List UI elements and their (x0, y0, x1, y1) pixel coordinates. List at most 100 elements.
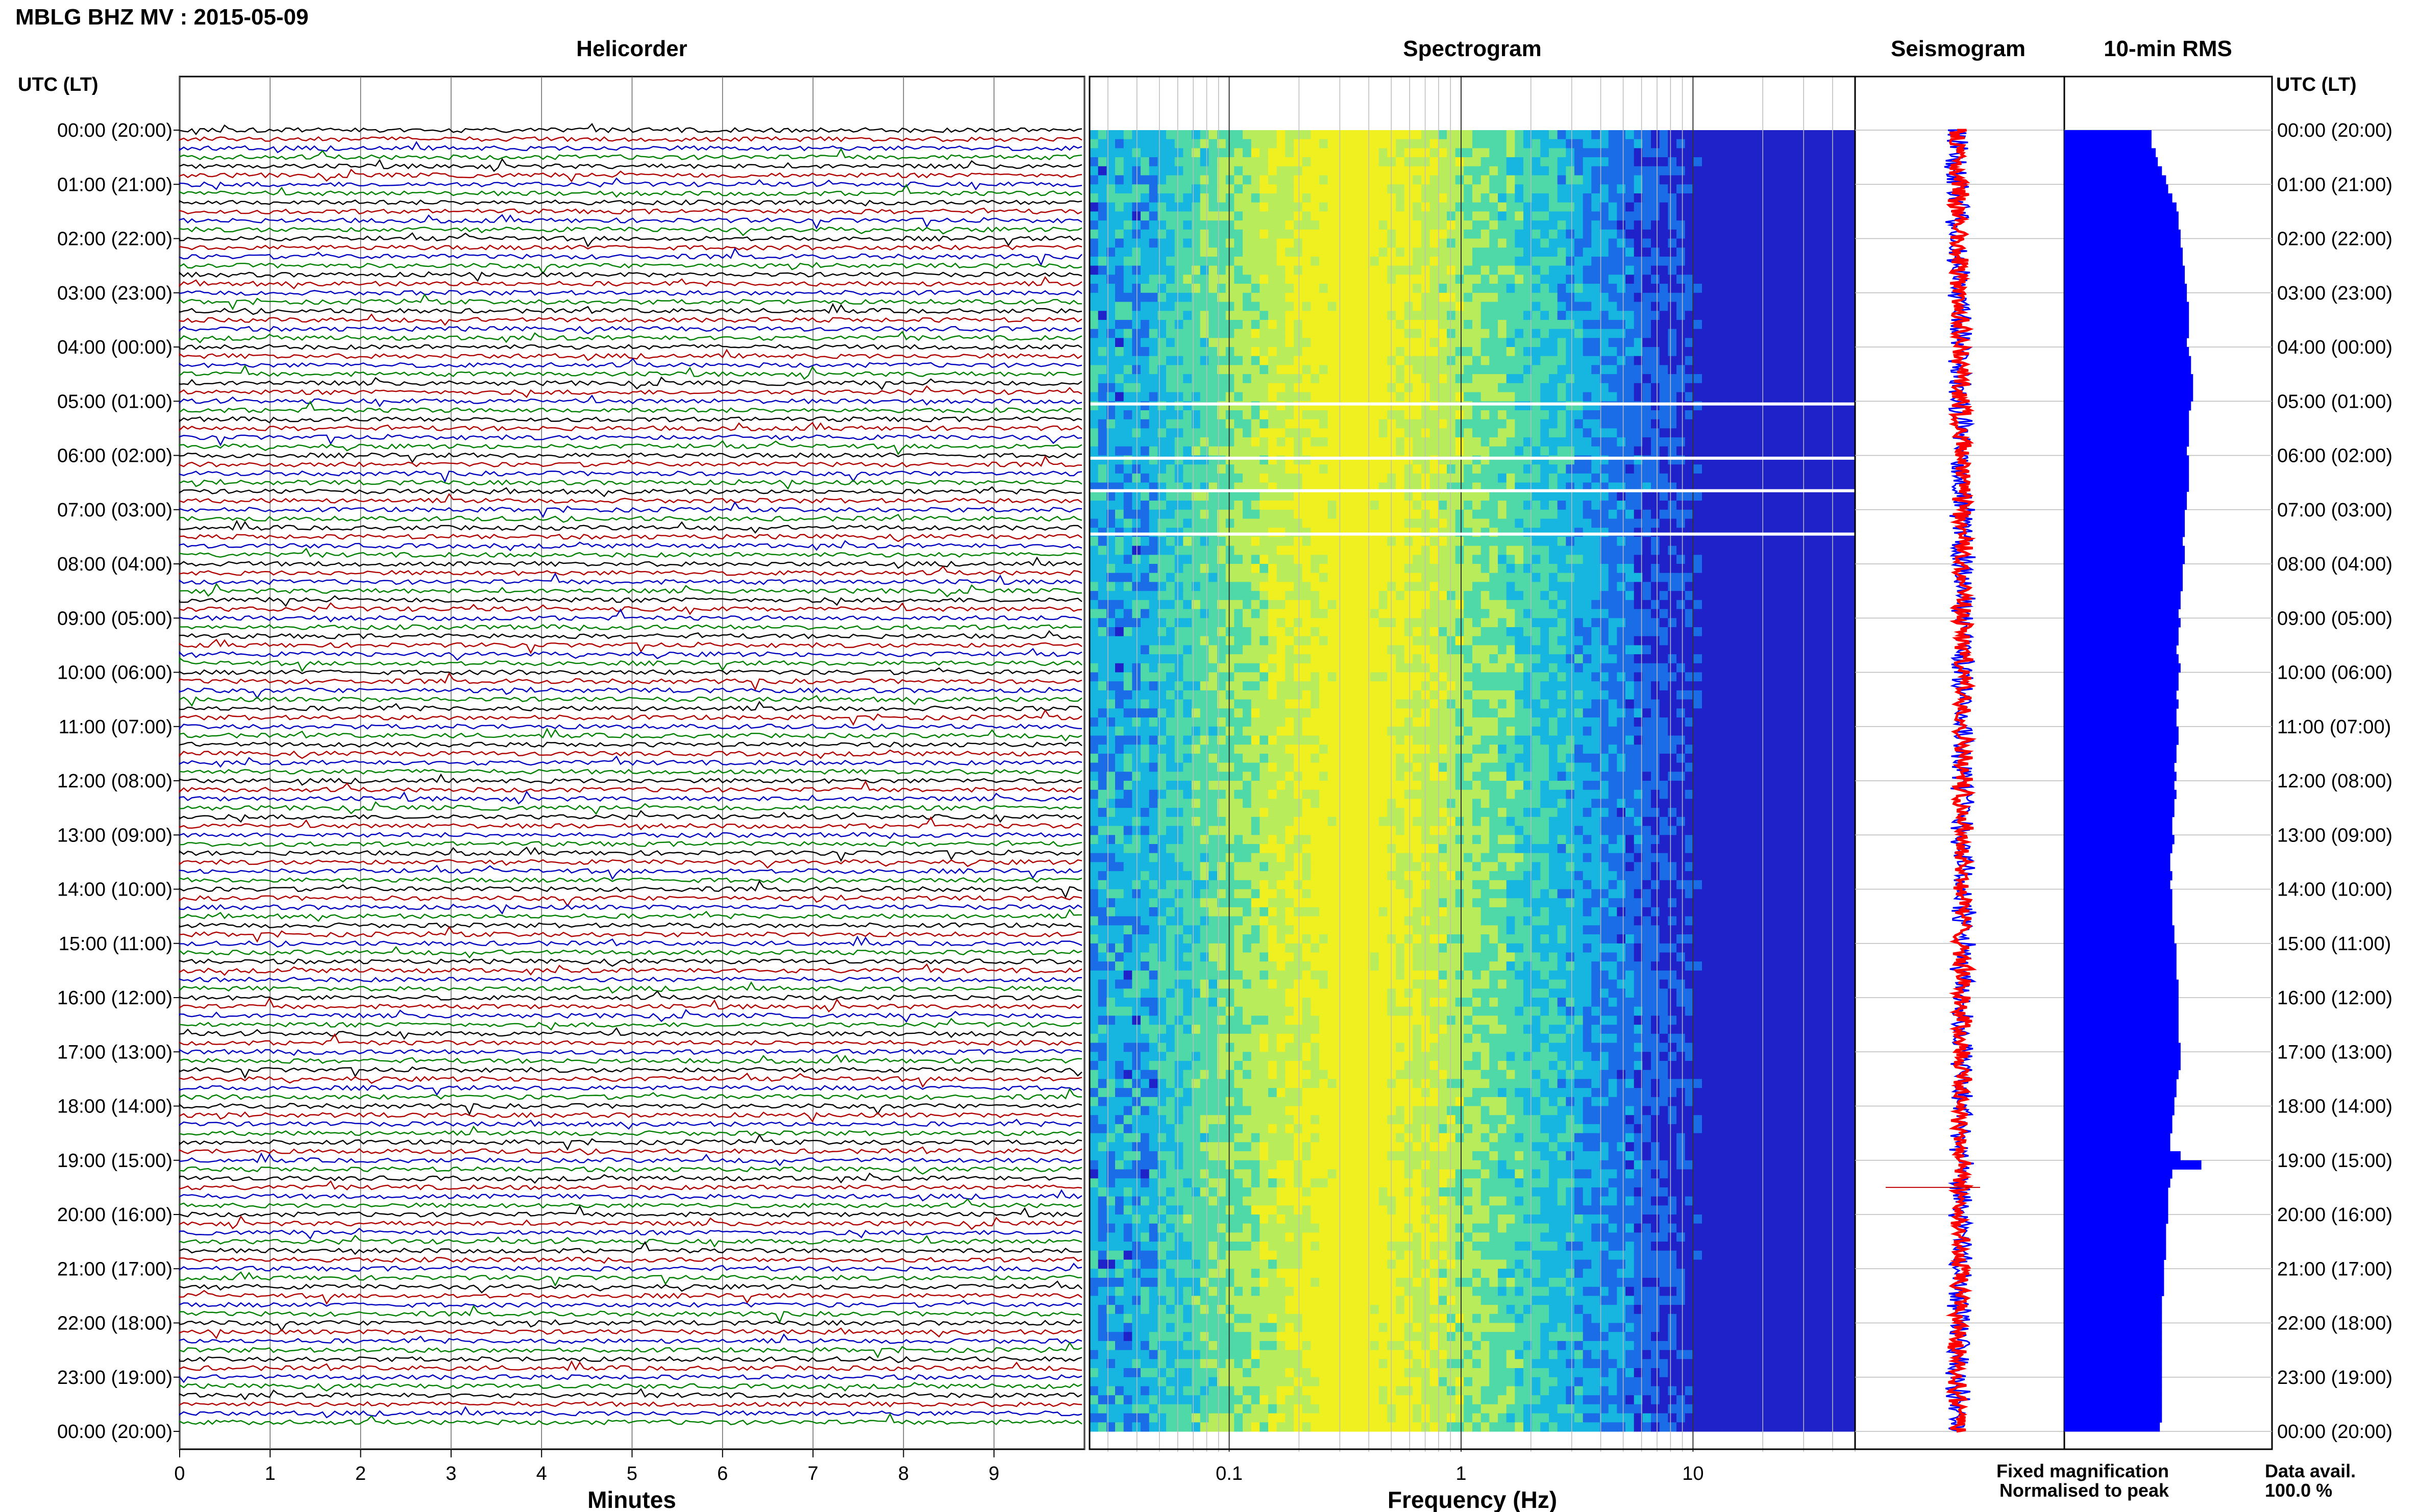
spectrogram-cell (1634, 275, 1643, 284)
spectrogram-cell (1345, 329, 1354, 338)
spectrogram-cell (1515, 383, 1524, 393)
spectrogram-cell (1830, 437, 1839, 447)
spectrogram-cell (1319, 275, 1328, 284)
spectrogram-cell (1540, 356, 1549, 365)
spectrogram-cell (1353, 211, 1363, 221)
spectrogram-cell (1489, 446, 1498, 456)
spectrogram-cell (1396, 582, 1405, 591)
spectrogram-cell (1362, 256, 1371, 266)
spectrogram-cell (1617, 265, 1626, 275)
spectrogram-cell (1370, 555, 1379, 564)
spectrogram-cell (1600, 148, 1609, 158)
spectrogram-cell (1260, 202, 1269, 212)
spectrogram-cell (1540, 518, 1549, 528)
spectrogram-cell (1761, 347, 1771, 357)
spectrogram-cell (1804, 392, 1813, 402)
spectrogram-cell (1693, 338, 1702, 348)
spectrogram-cell (1736, 166, 1745, 176)
spectrogram-cell (1208, 347, 1218, 357)
spectrogram-cell (1846, 573, 1856, 582)
spectrogram-cell (1744, 509, 1754, 519)
spectrogram-cell (1413, 184, 1422, 194)
spectrogram-cell (1523, 365, 1533, 375)
spectrogram-cell (1515, 609, 1524, 618)
spectrogram-cell (1396, 220, 1405, 230)
spectrogram-cell (1353, 536, 1363, 547)
spectrogram-cell (1090, 501, 1099, 510)
spectrogram-cell (1106, 374, 1116, 384)
spectrogram-cell (1761, 446, 1771, 456)
spectrogram-cell (1353, 437, 1363, 447)
spectrogram-cell (1302, 536, 1312, 547)
spectrogram-cell (1200, 591, 1210, 601)
spectrogram-cell (1404, 627, 1414, 637)
spectrogram-cell (1821, 175, 1830, 185)
spectrogram-cell (1846, 356, 1856, 365)
spectrogram-cell (1336, 319, 1345, 330)
spectrogram-cell (1413, 220, 1422, 230)
spectrogram-cell (1106, 247, 1116, 257)
spectrogram-cell (1523, 536, 1533, 547)
spectrogram-cell (1472, 582, 1482, 591)
spectrogram-cell (1200, 564, 1210, 574)
spectrogram-cell (1710, 275, 1720, 284)
spectrogram-cell (1429, 139, 1439, 148)
spectrogram-cell (1702, 428, 1711, 438)
spectrogram-cell (1676, 202, 1686, 212)
spectrogram-cell (1378, 410, 1388, 420)
spectrogram-cell (1149, 265, 1158, 275)
spectrogram-cell (1285, 238, 1294, 248)
spectrogram-cell (1515, 618, 1524, 628)
spectrogram-cell (1225, 166, 1235, 176)
spectrogram-cell (1532, 428, 1541, 438)
spectrogram-cell (1719, 356, 1728, 365)
spectrogram-cell (1608, 175, 1618, 185)
spectrogram-cell (1804, 130, 1813, 140)
spectrogram-cell (1566, 564, 1575, 574)
spectrogram-cell (1480, 428, 1490, 438)
spectrogram-cell (1634, 311, 1643, 320)
spectrogram-cell (1225, 256, 1235, 266)
spectrogram-cell (1208, 591, 1218, 601)
spectrogram-cell (1770, 256, 1779, 266)
spectrogram-cell (1302, 184, 1312, 194)
spectrogram-cell (1753, 275, 1762, 284)
spectrogram-cell (1370, 392, 1379, 402)
spectrogram-cell (1489, 437, 1498, 447)
spectrogram-cell (1719, 491, 1728, 501)
spectrogram-cell (1574, 211, 1584, 221)
spectrogram-cell (1727, 229, 1737, 239)
spectrogram-cell (1685, 536, 1694, 547)
spectrogram-cell (1260, 437, 1269, 447)
spectrogram-cell (1294, 211, 1303, 221)
spectrogram-cell (1523, 564, 1533, 574)
spectrogram-cell (1557, 184, 1567, 194)
spectrogram-cell (1549, 392, 1558, 402)
spectrogram-cell (1659, 491, 1669, 501)
spectrogram-cell (1183, 229, 1192, 239)
spectrogram-cell (1515, 175, 1524, 185)
spectrogram-cell (1302, 247, 1312, 257)
spectrogram-cell (1685, 175, 1694, 185)
spectrogram-cell (1821, 392, 1830, 402)
spectrogram-cell (1642, 238, 1651, 248)
spectrogram-cell (1472, 564, 1482, 574)
spectrogram-cell (1736, 329, 1745, 338)
spectrogram-cell (1455, 175, 1465, 185)
spectrogram-cell (1608, 536, 1618, 547)
spectrogram-cell (1243, 365, 1252, 375)
spectrogram-cell (1506, 347, 1516, 357)
spectrogram-cell (1838, 302, 1847, 311)
spectrogram-cell (1276, 211, 1286, 221)
station-title: MBLG BHZ MV : 2015-05-09 (15, 5, 309, 30)
spectrogram-cell (1208, 211, 1218, 221)
spectrogram-cell (1489, 591, 1498, 601)
spectrogram-cell (1123, 365, 1133, 375)
spectrogram-cell (1795, 184, 1805, 194)
spectrogram-cell (1744, 573, 1754, 582)
spectrogram-cell (1166, 265, 1175, 275)
spectrogram-cell (1846, 419, 1856, 429)
spectrogram-cell (1523, 193, 1533, 203)
spectrogram-cell (1515, 419, 1524, 429)
spectrogram-cell (1208, 627, 1218, 637)
